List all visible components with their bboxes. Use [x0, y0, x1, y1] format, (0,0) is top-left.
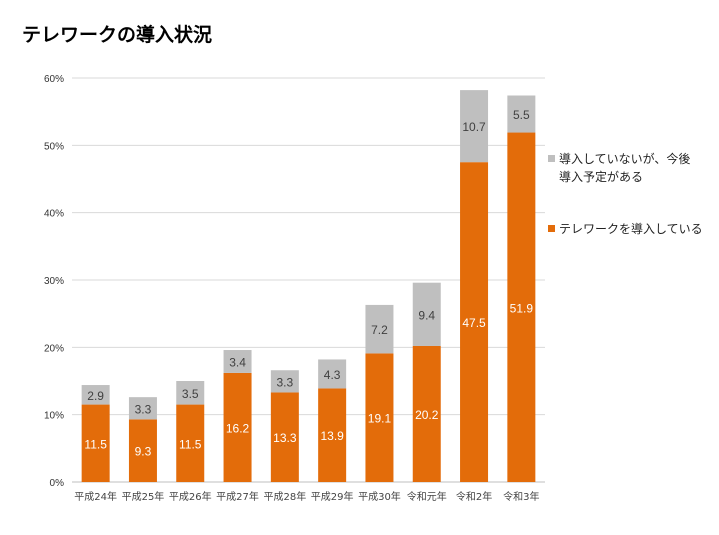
x-tick-label: 平成25年: [122, 490, 165, 503]
bar-adopted: [128, 419, 157, 482]
bar-planned: [365, 304, 394, 354]
bar-adopted: [365, 353, 394, 482]
y-tick-label: 10%: [44, 411, 64, 422]
y-tick-label: 40%: [44, 209, 64, 220]
y-tick-label: 0%: [50, 478, 65, 489]
bar-planned: [507, 95, 536, 133]
bar-planned: [460, 90, 489, 163]
x-tick-label: 平成26年: [169, 490, 212, 503]
x-tick-label: 平成29年: [311, 490, 354, 503]
page-title: テレワークの導入状況: [22, 24, 213, 46]
data-label-adopted: 11.5: [179, 437, 202, 451]
bar-adopted: [176, 404, 205, 482]
x-tick-label: 令和3年: [503, 490, 539, 503]
y-tick-label: 60%: [44, 74, 64, 85]
x-tick-label: 令和元年: [407, 490, 447, 503]
legend-item-adopted: テレワークを導入している: [548, 220, 703, 238]
bar-planned: [318, 359, 347, 389]
data-label-planned: 9.4: [418, 308, 435, 322]
y-tick-label: 20%: [44, 343, 64, 354]
x-tick-label: 令和2年: [456, 490, 492, 503]
data-label-adopted: 20.2: [415, 408, 439, 422]
data-label-adopted: 47.5: [462, 316, 486, 330]
bar-planned: [128, 397, 157, 420]
legend-swatch-adopted: [548, 225, 555, 232]
data-label-adopted: 13.3: [273, 431, 297, 445]
data-label-planned: 3.4: [229, 355, 246, 369]
bar-planned: [270, 370, 299, 393]
bar-planned: [223, 350, 252, 373]
data-label-planned: 3.3: [277, 375, 294, 389]
data-label-planned: 3.3: [135, 402, 152, 416]
data-label-planned: 4.3: [324, 368, 341, 382]
data-label-planned: 5.5: [513, 108, 530, 122]
bar-planned: [176, 381, 205, 405]
data-label-planned: 3.5: [182, 387, 199, 401]
bar-planned: [81, 385, 110, 405]
data-label-adopted: 11.5: [84, 437, 107, 451]
data-label-adopted: 19.1: [368, 412, 392, 426]
data-label-adopted: 9.3: [135, 445, 152, 459]
legend-swatch-planned: [548, 155, 555, 162]
legend-label-planned-line2: 導入予定がある: [559, 170, 644, 184]
data-label-planned: 7.2: [371, 323, 388, 337]
legend-item-planned: 導入していないが、今後 導入予定がある: [548, 150, 690, 186]
bar-adopted: [460, 162, 489, 482]
bar-adopted: [81, 404, 110, 482]
bar-planned: [412, 282, 441, 346]
data-label-adopted: 51.9: [510, 301, 534, 315]
bar-adopted: [412, 345, 441, 482]
bar-adopted: [223, 372, 252, 482]
bar-adopted: [507, 132, 536, 483]
legend-label-planned-line1: 導入していないが、今後: [559, 152, 691, 166]
x-tick-label: 平成28年: [263, 490, 306, 503]
data-label-planned: 10.7: [462, 120, 486, 134]
data-label-planned: 2.9: [87, 389, 104, 403]
x-tick-label: 平成30年: [358, 490, 401, 503]
y-tick-label: 50%: [44, 141, 64, 152]
x-tick-label: 平成24年: [74, 490, 117, 503]
x-tick-label: 平成27年: [216, 490, 259, 503]
bar-adopted: [318, 388, 347, 482]
data-label-adopted: 16.2: [226, 421, 250, 435]
bar-adopted: [270, 392, 299, 482]
y-tick-label: 30%: [44, 276, 64, 287]
data-label-adopted: 13.9: [320, 429, 344, 443]
legend-label-adopted: テレワークを導入している: [559, 222, 703, 236]
